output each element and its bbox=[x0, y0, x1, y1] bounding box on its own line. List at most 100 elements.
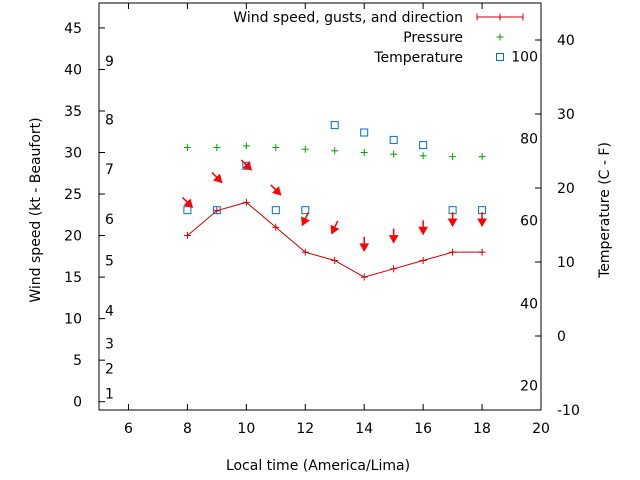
wind-arrow-head bbox=[242, 161, 252, 171]
wind-direction-arrow bbox=[359, 236, 370, 252]
temperature-point bbox=[271, 206, 280, 215]
wind-direction-arrow bbox=[240, 159, 252, 171]
y-tick-label: 15 bbox=[64, 270, 82, 286]
y-tick-label: 40 bbox=[64, 62, 82, 78]
beaufort-label: 9 bbox=[105, 54, 114, 70]
beaufort-label: 3 bbox=[105, 337, 114, 353]
y-tick-label: 30 bbox=[64, 146, 82, 162]
fahrenheit-label: 40 bbox=[520, 296, 538, 312]
wind-direction-arrow bbox=[211, 171, 223, 184]
wind-direction-arrow bbox=[270, 184, 282, 196]
y2-tick-label: 30 bbox=[557, 107, 575, 123]
wind-speed-point bbox=[301, 248, 309, 256]
x-tick-label: 18 bbox=[473, 421, 491, 437]
temperature-point bbox=[301, 206, 310, 215]
legend-temperature-square bbox=[496, 53, 504, 61]
beaufort-label: 5 bbox=[105, 253, 114, 269]
pressure-point bbox=[213, 144, 221, 152]
wind-speed-point bbox=[449, 248, 457, 256]
x-tick-label: 8 bbox=[183, 421, 192, 437]
wind-arrow-head bbox=[418, 226, 428, 236]
pressure-point bbox=[183, 144, 191, 152]
temperature-point bbox=[419, 141, 428, 150]
legend: Wind speed, gusts, and direction Pressure… bbox=[233, 10, 524, 66]
y-tick-label: 5 bbox=[73, 353, 82, 369]
wind-arrow-head bbox=[359, 243, 370, 252]
pressure-point bbox=[419, 152, 427, 160]
pressure-point bbox=[301, 145, 309, 153]
beaufort-label: 2 bbox=[105, 361, 114, 377]
beaufort-label: 6 bbox=[105, 212, 114, 228]
beaufort-label: 7 bbox=[105, 162, 114, 178]
pressure-point bbox=[449, 153, 457, 161]
wind-direction-arrow bbox=[388, 228, 399, 244]
temperature-point bbox=[360, 128, 369, 137]
wind-arrow-head bbox=[301, 216, 310, 227]
y2-axis-label: Temperature (C - F) bbox=[597, 142, 613, 279]
wind-speed-point bbox=[213, 207, 221, 215]
pressure-point bbox=[272, 144, 280, 152]
wind-arrow-head bbox=[447, 218, 458, 227]
fahrenheit-label: 100 bbox=[511, 49, 538, 65]
x-tick-label: 6 bbox=[124, 421, 133, 437]
legend-entry-label: Temperature bbox=[373, 50, 463, 66]
wind-direction-arrow bbox=[181, 196, 194, 209]
wind-speed-point bbox=[272, 223, 280, 231]
wind-arrow-head bbox=[272, 186, 282, 196]
temperature-point bbox=[212, 206, 221, 215]
x-tick-label: 20 bbox=[532, 421, 550, 437]
pressure-point bbox=[242, 142, 250, 150]
wind-arrow-head bbox=[213, 173, 223, 184]
y-tick-label: 25 bbox=[64, 187, 82, 203]
y2-tick-label: -10 bbox=[557, 403, 580, 419]
pressure-point bbox=[390, 150, 398, 158]
wind-arrow-head bbox=[388, 235, 399, 244]
wind-direction-arrow bbox=[477, 211, 487, 227]
y2-tick-label: 10 bbox=[557, 255, 575, 271]
temperature-point bbox=[389, 135, 398, 144]
pressure-point bbox=[360, 149, 368, 157]
y-tick-label: 35 bbox=[64, 104, 82, 120]
wind-speed-point bbox=[331, 256, 339, 264]
plot-area: 6 8 10 12 14 16 18 2005101520253035404512345678… bbox=[64, 2, 580, 437]
x-tick-label: 14 bbox=[355, 421, 373, 437]
wind-direction-arrow bbox=[447, 211, 458, 227]
x-tick-label: 16 bbox=[414, 421, 432, 437]
x-axis-label: Local time (America/Lima) bbox=[226, 458, 410, 474]
fahrenheit-label: 20 bbox=[520, 379, 538, 395]
legend-entry-label: Wind speed, gusts, and direction bbox=[233, 10, 463, 26]
wind-direction-arrow bbox=[301, 212, 310, 227]
temperature-point bbox=[183, 206, 192, 215]
beaufort-label: 8 bbox=[105, 112, 114, 128]
beaufort-label: 4 bbox=[105, 303, 114, 319]
temperature-point bbox=[330, 121, 339, 130]
y-tick-label: 10 bbox=[64, 312, 82, 328]
y-axis-label: Wind speed (kt - Beaufort) bbox=[28, 117, 44, 302]
y-tick-label: 45 bbox=[64, 21, 82, 37]
legend-entry-label: Pressure bbox=[403, 30, 463, 46]
wind-speed-point bbox=[390, 265, 398, 273]
wind-speed-point bbox=[478, 248, 486, 256]
pressure-point bbox=[478, 153, 486, 161]
wind-speed-point bbox=[242, 198, 250, 206]
y-tick-label: 0 bbox=[73, 395, 82, 411]
x-tick-label: 12 bbox=[296, 421, 314, 437]
wind-speed-point bbox=[183, 232, 191, 240]
y2-tick-label: 20 bbox=[557, 181, 575, 197]
pressure-point bbox=[331, 147, 339, 155]
y2-tick-label: 40 bbox=[557, 33, 575, 49]
wind-arrow-head bbox=[477, 218, 487, 227]
fahrenheit-label: 60 bbox=[520, 214, 538, 230]
wind-speed-point bbox=[419, 256, 427, 264]
plot-frame bbox=[98, 2, 542, 411]
wind-direction-arrow bbox=[418, 220, 428, 236]
x-tick-label: 10 bbox=[237, 421, 255, 437]
wind-speed-point bbox=[360, 273, 368, 281]
beaufort-label: 1 bbox=[105, 386, 114, 402]
fahrenheit-label: 80 bbox=[520, 131, 538, 147]
wind-arrow-head bbox=[330, 224, 340, 235]
y-tick-label: 20 bbox=[64, 229, 82, 245]
wind-direction-arrow bbox=[330, 220, 340, 235]
